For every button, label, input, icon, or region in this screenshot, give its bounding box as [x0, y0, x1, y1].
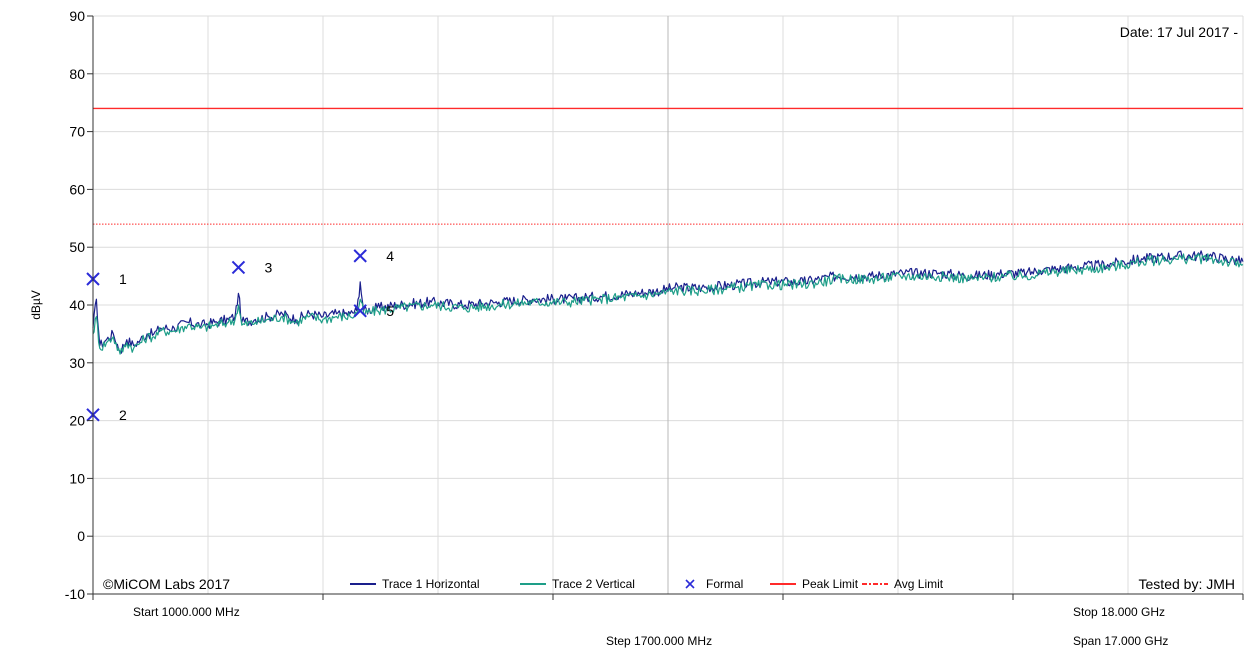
copyright-text: ©MiCOM Labs 2017: [103, 576, 230, 592]
y-tick-label: 30: [69, 355, 85, 371]
y-tick-label: 60: [69, 181, 85, 197]
trace-2-vertical: [92, 253, 1244, 355]
y-axis-label: dBµV: [29, 290, 43, 320]
y-tick-label: 50: [69, 239, 85, 255]
legend-item: Trace 1 Horizontal: [350, 577, 480, 591]
marker-4: 4: [353, 248, 394, 264]
limit-lines: [93, 107, 1243, 225]
legend-item: Trace 2 Vertical: [520, 577, 635, 591]
y-tick-label: -10: [65, 586, 85, 602]
axes: -10 0 10 20 30 40 50 60 70 80 90: [65, 8, 1244, 602]
marker-label: 4: [386, 248, 394, 264]
marker-x-stroke: [353, 304, 367, 318]
marker-label: 5: [386, 303, 394, 319]
step-label: Step 1700.000 MHz: [606, 634, 712, 648]
y-tick-label: 80: [69, 66, 85, 82]
marker-x-stroke: [353, 249, 367, 263]
legend-label: Formal: [706, 577, 743, 591]
legend-swatch: [685, 579, 695, 589]
y-tick-label: 70: [69, 124, 85, 140]
marker-label: 3: [264, 259, 272, 275]
marker-label: 2: [119, 407, 127, 423]
y-tick-label: 20: [69, 413, 85, 429]
tested-by-text: Tested by: JMH: [1139, 576, 1235, 592]
traces: [92, 250, 1244, 355]
stop-label: Stop 18.000 GHz: [1073, 605, 1165, 619]
legend-label: Trace 1 Horizontal: [382, 577, 480, 591]
y-tick-label: 10: [69, 470, 85, 486]
y-tick-label: 40: [69, 297, 85, 313]
marker-x-stroke: [231, 260, 246, 275]
marker-5: 5: [353, 303, 394, 319]
date-text: Date: 17 Jul 2017 -: [1120, 24, 1239, 40]
legend-label: Avg Limit: [894, 577, 944, 591]
legend: Trace 1 Horizontal Trace 2 Vertical Formal…: [350, 577, 944, 591]
start-label: Start 1000.000 MHz: [133, 605, 240, 619]
legend-item: Peak Limit: [770, 577, 859, 591]
legend-label: Peak Limit: [802, 577, 859, 591]
marker-3: 3: [231, 259, 272, 275]
legend-item: Formal: [685, 577, 743, 591]
y-tick-label: 90: [69, 8, 85, 24]
legend-item: Avg Limit: [862, 577, 944, 591]
legend-label: Trace 2 Vertical: [552, 577, 635, 591]
marker-label: 1: [119, 271, 127, 287]
span-label: Span 17.000 GHz: [1073, 634, 1168, 648]
y-tick-label: 0: [77, 528, 85, 544]
